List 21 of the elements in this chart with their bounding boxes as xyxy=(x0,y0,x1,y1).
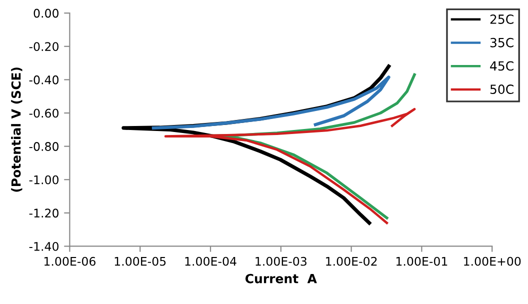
y-tick-label: -1.20 xyxy=(29,208,58,218)
x-tick-label: 1.00E-02 xyxy=(326,256,377,266)
x-tick-label: 1.00E-05 xyxy=(114,256,166,266)
y-tick-label: -0.40 xyxy=(29,75,58,84)
y-tick-label: -0.20 xyxy=(29,42,58,52)
legend-label: 50C xyxy=(490,84,514,94)
y-tick-label: -1.40 xyxy=(29,242,58,251)
x-tick-label: 1.00E+00 xyxy=(464,256,521,266)
x-tick-label: 1.00E-06 xyxy=(44,256,96,266)
legend-label: 35C xyxy=(490,38,514,48)
legend-label: 25C xyxy=(490,14,514,24)
legend-label: 45C xyxy=(490,61,514,71)
y-axis-title: (Potential V (SCE) xyxy=(11,68,22,192)
y-tick-label: -1.00 xyxy=(29,175,58,184)
x-tick-label: 1.00E-04 xyxy=(185,256,236,266)
x-tick-label: 1.00E-03 xyxy=(256,256,306,266)
y-tick-label: 0.00 xyxy=(34,8,58,18)
y-tick-label: -0.60 xyxy=(29,108,58,118)
y-tick-label: -0.80 xyxy=(29,142,58,151)
x-axis-title: Current A xyxy=(245,274,317,284)
x-tick-label: 1.00E-01 xyxy=(396,256,448,266)
